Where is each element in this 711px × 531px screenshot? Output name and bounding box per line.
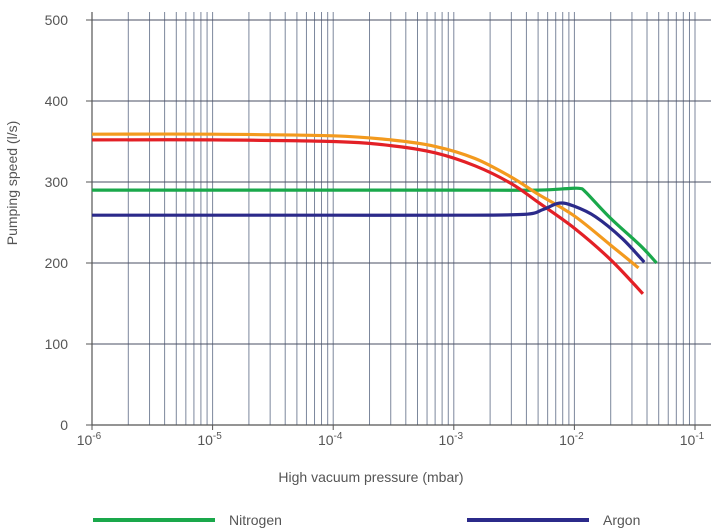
x-tick-label: 10-3	[439, 431, 464, 448]
legend-item-argon: Argon	[467, 511, 640, 529]
series-line-nitrogen	[92, 186, 658, 265]
legend-swatch-argon	[467, 518, 589, 522]
x-tick-label: 10-1	[680, 431, 705, 448]
x-axis-label: High vacuum pressure (mbar)	[278, 469, 463, 485]
y-tick-label: 200	[45, 255, 69, 271]
y-tick-label: 500	[45, 12, 69, 28]
legend-label-nitrogen: Nitrogen	[229, 512, 282, 528]
y-tick-label: 400	[45, 93, 69, 109]
grid	[91, 12, 711, 425]
x-tick-label: 10-6	[77, 431, 102, 448]
legend-label-argon: Argon	[603, 512, 641, 528]
series-line-series-2	[91, 132, 640, 270]
axes	[86, 12, 711, 430]
series-line-series-3	[91, 138, 645, 295]
y-axis-label: Pumping speed (l/s)	[4, 121, 20, 246]
legend-swatch-nitrogen	[93, 518, 215, 522]
y-tick-label: 0	[60, 417, 68, 433]
x-tick-label: 10-2	[559, 431, 584, 448]
series-line-argon	[92, 201, 646, 264]
x-tick-label: 10-4	[318, 431, 343, 448]
tick-labels: 0 100 200 300 400 500 10-6 10-5 10-4 10-3 10-2 10-1	[45, 12, 705, 448]
legend-item-nitrogen: Nitrogen	[93, 511, 282, 529]
series-lines	[91, 132, 658, 295]
y-tick-label: 300	[45, 174, 69, 190]
x-tick-label: 10-5	[197, 431, 222, 448]
y-tick-label: 100	[45, 336, 69, 352]
